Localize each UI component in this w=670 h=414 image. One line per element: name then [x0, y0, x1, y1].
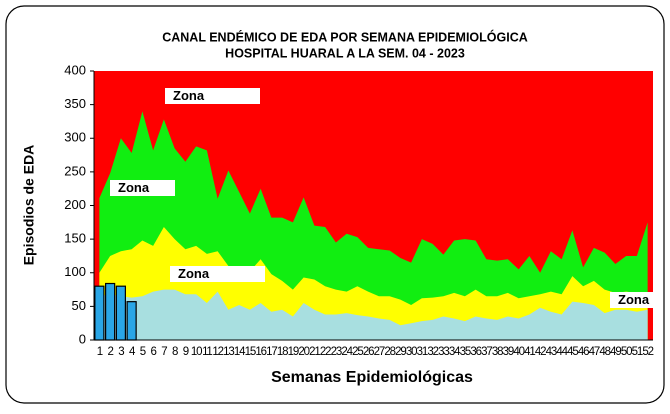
x-tick-label: 50	[621, 346, 632, 358]
zone-label: Zona	[178, 266, 210, 281]
x-tick-label: 12	[212, 346, 223, 358]
x-tick-label: 35	[460, 346, 471, 358]
x-tick-label: 32	[427, 346, 438, 358]
x-tick-label: 14	[234, 346, 246, 358]
x-tick-label: 49	[610, 346, 621, 358]
x-tick-label: 16	[255, 346, 266, 358]
x-tick-label: 11	[202, 346, 212, 358]
x-tick-label: 19	[288, 346, 299, 358]
y-tick-label: 150	[64, 231, 86, 246]
x-tick-label: 52	[642, 346, 653, 358]
chart-title: CANAL ENDÉMICO DE EDA POR SEMANA EPIDEMI…	[162, 29, 528, 44]
bar	[126, 301, 137, 341]
x-tick-label: 36	[470, 346, 481, 358]
y-tick-label: 200	[64, 197, 86, 212]
x-tick-label: 21	[309, 346, 320, 358]
x-tick-label: 20	[298, 346, 309, 358]
x-tick-label: 22	[320, 346, 331, 358]
y-tick-label: 50	[72, 298, 86, 313]
x-tick-label: 1	[97, 346, 103, 358]
x-tick-label: 31	[417, 346, 428, 358]
x-tick-label: 38	[492, 346, 503, 358]
x-tick-label: 33	[438, 346, 449, 358]
x-tick-label: 23	[331, 346, 342, 358]
x-tick-label: 39	[503, 346, 514, 358]
zone-label: Zona	[173, 88, 205, 103]
x-tick-label: 28	[384, 346, 395, 358]
zone-label-box	[110, 180, 175, 196]
x-tick-label: 6	[151, 346, 157, 358]
x-tick-label: 17	[266, 346, 277, 358]
x-tick-label: 44	[556, 346, 568, 358]
x-tick-label: 45	[567, 346, 578, 358]
x-tick-label: 5	[140, 346, 146, 358]
area	[99, 289, 648, 340]
x-tick-label: 37	[481, 346, 492, 358]
x-tick-label: 30	[406, 346, 417, 358]
x-tick-label: 26	[363, 346, 374, 358]
x-tick-label: 51	[632, 346, 643, 358]
x-tick-label: 13	[223, 346, 234, 358]
y-axis-label: Episodios de EDA	[21, 145, 37, 266]
x-tick-label: 42	[535, 346, 546, 358]
y-tick-label: 250	[64, 163, 86, 178]
x-tick-label: 8	[172, 346, 178, 358]
x-tick-label: 27	[374, 346, 385, 358]
x-tick-label: 9	[183, 346, 189, 358]
x-tick-label: 4	[129, 346, 136, 358]
y-tick-label: 400	[64, 62, 86, 77]
x-tick-label: 40	[513, 346, 524, 358]
chart-subtitle: HOSPITAL HUARAL A LA SEM. 04 - 2023	[225, 46, 465, 60]
x-tick-label: 43	[546, 346, 557, 358]
x-tick-label: 15	[245, 346, 256, 358]
zone-label-box	[165, 88, 260, 104]
zone-label-box	[170, 266, 265, 282]
y-tick-label: 100	[64, 264, 86, 279]
x-tick-label: 18	[277, 346, 288, 358]
y-tick-label: 350	[64, 96, 86, 111]
x-tick-label: 3	[118, 346, 124, 358]
zone-label-box	[610, 292, 660, 308]
x-tick-label: 24	[341, 346, 353, 358]
x-tick-label: 29	[395, 346, 406, 358]
x-tick-label: 10	[191, 346, 202, 358]
x-tick-label: 46	[578, 346, 589, 358]
bar	[94, 285, 105, 341]
zone-label: Zona	[118, 180, 150, 195]
x-tick-label: 48	[599, 346, 610, 358]
x-tick-label: 7	[161, 346, 167, 358]
y-tick-label: 300	[64, 130, 86, 145]
bar	[115, 285, 126, 341]
x-tick-label: 41	[524, 346, 535, 358]
zone-label: Zona	[618, 292, 650, 307]
x-tick-label: 2	[108, 346, 114, 358]
x-tick-label: 47	[589, 346, 600, 358]
x-tick-label: 25	[352, 346, 363, 358]
bar	[105, 282, 116, 341]
x-tick-label: 34	[449, 346, 461, 358]
x-axis-label: Semanas Epidemiológicas	[271, 369, 473, 386]
y-tick-label: 0	[79, 331, 86, 346]
